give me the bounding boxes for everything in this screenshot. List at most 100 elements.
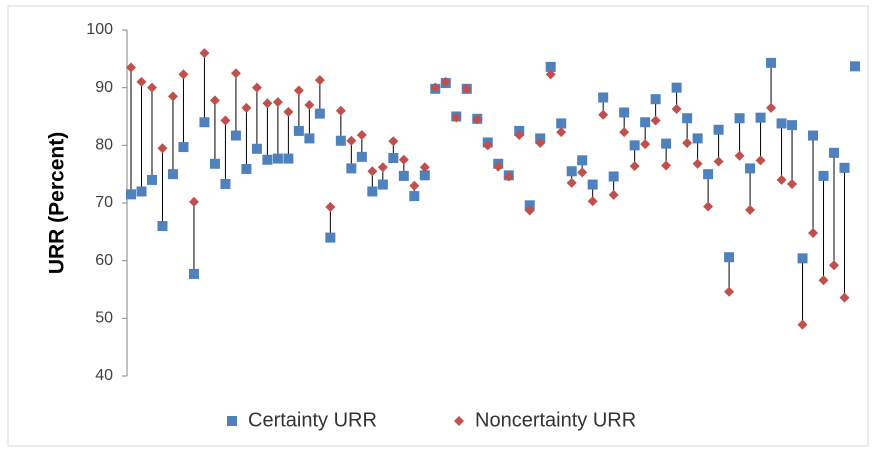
point bbox=[556, 118, 567, 129]
point bbox=[661, 160, 672, 171]
point bbox=[356, 151, 367, 162]
point bbox=[388, 153, 399, 164]
point bbox=[545, 61, 556, 72]
point bbox=[262, 154, 273, 165]
point bbox=[829, 260, 840, 271]
point bbox=[430, 82, 441, 93]
point bbox=[640, 117, 651, 128]
point bbox=[766, 57, 777, 68]
point bbox=[472, 114, 483, 125]
point bbox=[398, 154, 409, 165]
point bbox=[419, 170, 430, 181]
point bbox=[230, 68, 241, 79]
point bbox=[251, 82, 262, 93]
point bbox=[157, 221, 168, 232]
legend-label: Certainty URR bbox=[248, 409, 377, 431]
point bbox=[304, 99, 315, 110]
point bbox=[829, 147, 840, 158]
point bbox=[850, 61, 860, 72]
point bbox=[839, 162, 850, 173]
point bbox=[283, 153, 294, 164]
point bbox=[587, 179, 598, 190]
point bbox=[482, 140, 493, 151]
point bbox=[839, 292, 850, 303]
point bbox=[650, 115, 661, 126]
point bbox=[724, 252, 735, 263]
y-tick-label: 50 bbox=[95, 310, 113, 327]
point bbox=[566, 166, 577, 177]
point bbox=[787, 120, 798, 131]
point bbox=[178, 142, 189, 153]
point bbox=[325, 202, 336, 213]
point bbox=[220, 115, 231, 126]
point bbox=[419, 162, 430, 173]
point bbox=[556, 127, 567, 138]
point bbox=[745, 204, 756, 215]
point bbox=[671, 82, 682, 93]
point bbox=[608, 171, 619, 182]
point bbox=[209, 158, 220, 169]
point bbox=[608, 189, 619, 200]
point bbox=[146, 174, 157, 185]
legend-marker bbox=[227, 416, 237, 426]
point bbox=[703, 201, 714, 212]
point bbox=[629, 140, 640, 151]
point bbox=[524, 200, 535, 211]
point bbox=[199, 48, 210, 59]
point bbox=[367, 166, 378, 177]
point bbox=[230, 130, 241, 141]
y-tick-label: 80 bbox=[95, 137, 113, 154]
point bbox=[671, 104, 682, 115]
point bbox=[398, 170, 409, 181]
point bbox=[335, 105, 346, 116]
y-tick-label: 40 bbox=[95, 367, 113, 384]
point bbox=[545, 69, 556, 80]
point bbox=[598, 92, 609, 103]
point bbox=[304, 133, 315, 144]
point bbox=[241, 102, 252, 113]
point bbox=[146, 82, 157, 93]
point bbox=[682, 113, 693, 124]
point bbox=[734, 113, 745, 124]
point bbox=[808, 227, 819, 238]
point bbox=[388, 136, 399, 147]
point bbox=[440, 76, 451, 87]
point bbox=[619, 127, 630, 138]
point bbox=[640, 139, 651, 150]
point bbox=[724, 286, 735, 297]
point bbox=[577, 155, 588, 166]
point bbox=[377, 162, 388, 173]
point bbox=[346, 135, 357, 146]
point bbox=[251, 143, 262, 154]
point bbox=[650, 94, 661, 105]
point bbox=[377, 179, 388, 190]
point bbox=[409, 180, 420, 191]
point bbox=[451, 112, 462, 123]
point bbox=[692, 158, 703, 169]
point bbox=[797, 253, 808, 264]
point bbox=[776, 174, 787, 185]
point bbox=[283, 106, 294, 117]
y-tick-label: 90 bbox=[95, 79, 113, 96]
point bbox=[178, 69, 189, 80]
point bbox=[293, 125, 304, 136]
point bbox=[661, 138, 672, 149]
point bbox=[126, 189, 136, 200]
point bbox=[566, 177, 577, 188]
point bbox=[314, 108, 325, 119]
point bbox=[272, 97, 283, 108]
point bbox=[335, 135, 346, 146]
point bbox=[629, 161, 640, 172]
point bbox=[126, 62, 136, 73]
point bbox=[188, 268, 199, 279]
point bbox=[503, 171, 514, 182]
point bbox=[682, 138, 693, 149]
y-axis-label: URR (Percent) bbox=[46, 132, 69, 274]
point bbox=[797, 319, 808, 330]
point bbox=[619, 107, 630, 118]
point bbox=[220, 178, 231, 189]
point bbox=[734, 150, 745, 161]
point bbox=[692, 133, 703, 144]
point bbox=[766, 102, 777, 113]
